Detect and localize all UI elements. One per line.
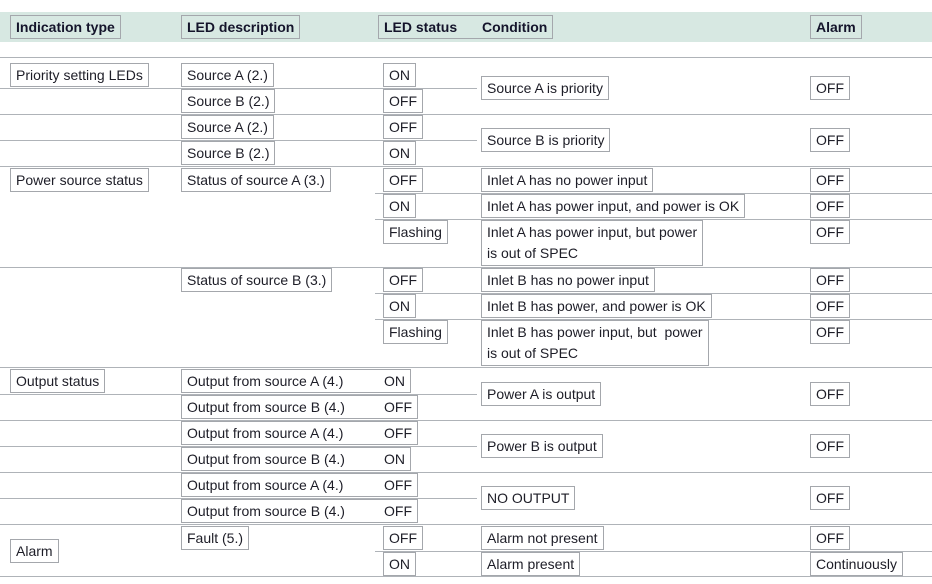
condition-cell: Inlet B has no power input <box>481 268 655 292</box>
led-description-cell: Source B (2.) <box>181 89 276 113</box>
condition-cell: Power A is output <box>481 382 602 406</box>
condition-cell: Power B is output <box>481 434 603 458</box>
header-strip <box>0 12 932 42</box>
divider-line <box>0 498 477 499</box>
led-description-status-cell: Output from source B (4.) OFF <box>181 499 418 523</box>
led-status-cell: ON <box>383 294 416 318</box>
led-status-cell: ON <box>384 373 405 389</box>
alarm-cell: OFF <box>810 168 850 192</box>
alarm-cell: OFF <box>810 382 850 406</box>
led-description-status-cell: Output from source A (4.) ON <box>181 369 411 393</box>
condition-line: Inlet B has power input, but power <box>487 324 703 340</box>
condition-line: Inlet A has power input, but power <box>487 224 698 240</box>
led-description-cell: Source A (2.) <box>181 115 274 139</box>
header-led-status-condition: LED status Condition <box>378 15 554 39</box>
header-led-description: LED description <box>181 15 301 39</box>
section-label-priority: Priority setting LEDs <box>10 63 149 87</box>
led-description-status-cell: Output from source B (4.) ON <box>181 447 411 471</box>
divider-line <box>0 446 477 447</box>
alarm-cell: OFF <box>810 128 850 152</box>
condition-line: is out of SPEC <box>487 345 579 361</box>
divider-line <box>375 319 932 320</box>
divider-line <box>0 88 477 89</box>
led-status-cell: OFF <box>383 268 423 292</box>
condition-cell: Inlet A has power input, and power is OK <box>481 194 746 218</box>
divider-line <box>0 267 932 268</box>
header-led-status: LED status <box>384 19 458 35</box>
divider-line <box>375 219 932 220</box>
divider-line <box>0 576 932 577</box>
condition-cell: Inlet A has no power input <box>481 168 654 192</box>
led-status-cell: OFF <box>383 89 423 113</box>
section-label-alarm: Alarm <box>10 539 59 563</box>
divider-line <box>0 367 932 368</box>
header-indication-type: Indication type <box>10 15 121 39</box>
condition-cell: Source A is priority <box>481 76 609 100</box>
alarm-cell: OFF <box>810 268 850 292</box>
alarm-cell: OFF <box>810 76 850 100</box>
led-description-cell: Source B (2.) <box>181 141 276 165</box>
led-status-cell: Flashing <box>383 220 448 244</box>
alarm-cell: OFF <box>810 320 850 344</box>
led-status-cell: ON <box>383 63 416 87</box>
led-description-cell: Output from source B (4.) <box>187 451 345 467</box>
header-alarm: Alarm <box>810 15 862 39</box>
divider-line <box>0 472 932 473</box>
divider-line <box>375 551 932 552</box>
header-condition: Condition <box>482 19 548 35</box>
divider-line <box>0 57 932 58</box>
alarm-cell: OFF <box>810 194 850 218</box>
divider-line <box>0 166 932 167</box>
led-status-cell: OFF <box>383 168 423 192</box>
led-status-cell: OFF <box>384 477 412 493</box>
condition-cell: Inlet B has power, and power is OK <box>481 294 712 318</box>
led-status-cell: Flashing <box>383 320 448 344</box>
divider-line <box>0 140 477 141</box>
alarm-cell: OFF <box>810 486 850 510</box>
led-description-cell: Source A (2.) <box>181 63 274 87</box>
led-description-cell: Status of source A (3.) <box>181 168 331 192</box>
condition-cell: Inlet B has power input, but power is out… <box>481 320 709 366</box>
led-description-status-cell: Output from source A (4.) OFF <box>181 473 418 497</box>
led-description-cell: Status of source B (3.) <box>181 268 333 292</box>
led-description-status-cell: Output from source A (4.) OFF <box>181 421 418 445</box>
condition-cell: Source B is priority <box>481 128 611 152</box>
divider-line <box>375 293 932 294</box>
section-label-power: Power source status <box>10 168 149 192</box>
led-status-cell: OFF <box>383 526 423 550</box>
led-description-cell: Output from source A (4.) <box>187 425 344 441</box>
led-status-cell: OFF <box>384 503 412 519</box>
led-description-cell: Fault (5.) <box>181 526 250 550</box>
alarm-cell: Continuously <box>810 552 903 576</box>
divider-line <box>0 524 932 525</box>
section-label-output: Output status <box>10 369 106 393</box>
led-status-cell: ON <box>383 194 416 218</box>
divider-line <box>375 193 932 194</box>
condition-cell: Inlet A has power input, but power is out… <box>481 220 704 266</box>
alarm-cell: OFF <box>810 220 850 244</box>
led-status-cell: OFF <box>383 115 423 139</box>
led-description-cell: Output from source A (4.) <box>187 373 344 389</box>
divider-line <box>0 114 932 115</box>
alarm-cell: OFF <box>810 526 850 550</box>
led-status-cell: ON <box>383 552 416 576</box>
condition-cell: Alarm not present <box>481 526 604 550</box>
led-description-cell: Output from source B (4.) <box>187 503 345 519</box>
divider-line <box>0 420 932 421</box>
led-status-cell: ON <box>383 141 416 165</box>
led-status-cell: OFF <box>384 399 412 415</box>
led-status-cell: ON <box>384 451 405 467</box>
led-status-cell: OFF <box>384 425 412 441</box>
alarm-cell: OFF <box>810 294 850 318</box>
led-description-status-cell: Output from source B (4.) OFF <box>181 395 418 419</box>
condition-cell: Alarm present <box>481 552 581 576</box>
led-description-cell: Output from source A (4.) <box>187 477 344 493</box>
condition-cell: NO OUTPUT <box>481 486 576 510</box>
divider-line <box>0 394 477 395</box>
alarm-cell: OFF <box>810 434 850 458</box>
condition-line: is out of SPEC <box>487 245 579 261</box>
led-description-cell: Output from source B (4.) <box>187 399 345 415</box>
